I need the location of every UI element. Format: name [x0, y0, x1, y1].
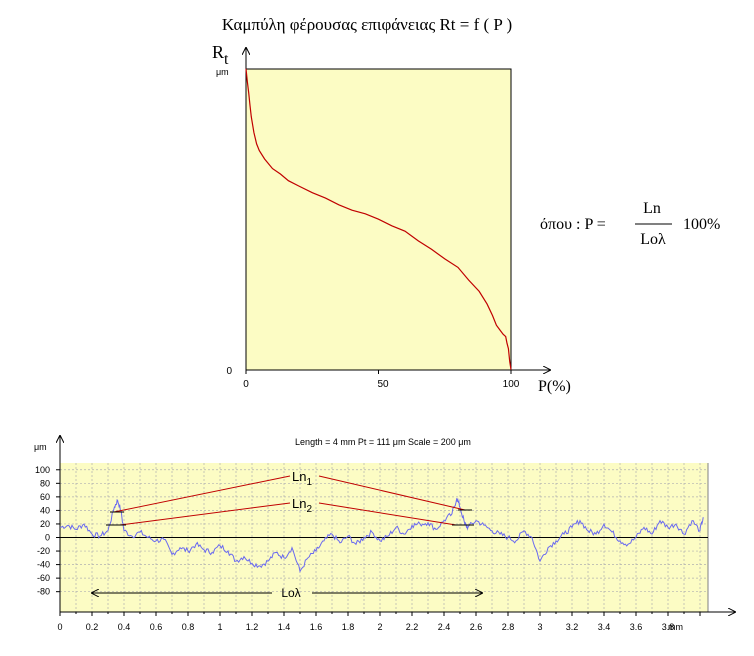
bearing-y-unit: μm	[216, 67, 229, 77]
profile-x-tick-label: 0.2	[86, 622, 99, 632]
profile-x-unit: mm	[668, 622, 683, 632]
profile-x-tick-label: 3.4	[598, 622, 611, 632]
formula-suffix: 100%	[683, 216, 720, 233]
profile-y-tick-label: -40	[37, 560, 50, 570]
profile-x-tick-label: 2.8	[502, 622, 515, 632]
profile-y-tick-label: -80	[37, 587, 50, 597]
profile-x-tick-label: 1.6	[310, 622, 323, 632]
profile-x-tick-label: 2	[377, 622, 382, 632]
profile-x-tick-label: 0	[57, 622, 62, 632]
profile-x-tick-label: 3.6	[630, 622, 643, 632]
profile-y-tick-label: 60	[40, 492, 50, 502]
ln2-label: Ln2	[292, 496, 312, 515]
profile-x-tick-label: 3.8	[662, 622, 675, 632]
profile-x-tick-label: 3	[537, 622, 542, 632]
bearing-y-label: Rt	[212, 42, 229, 68]
profile-x-ticks: 0 0.2 0.4 0.6 0.8 1 1.2 1.4 1.6 1.8 2 2.2 2.4 2.6 2.8 3…	[57, 612, 701, 632]
bearing-x-label: P(%)	[538, 378, 571, 395]
ln-annotation-lines	[106, 475, 474, 526]
profile-x-tick-label: 2.4	[438, 622, 451, 632]
profile-x-tick-label: 2.6	[470, 622, 483, 632]
profile-y-tick-label: -60	[37, 573, 50, 583]
lo-lambda-label: Loλ	[281, 586, 300, 600]
profile-x-tick-label: 1.8	[342, 622, 355, 632]
profile-x-tick-label: 0.4	[118, 622, 131, 632]
bearing-x-tick-0: 0	[243, 379, 249, 390]
bearing-y-tick-0: 0	[226, 366, 232, 377]
ln1-label: Ln1	[292, 469, 312, 488]
profile-y-tick-label: 100	[35, 465, 50, 475]
profile-y-tick-label: 80	[40, 478, 50, 488]
profile-x-tick-label: 2.2	[406, 622, 419, 632]
profile-x-tick-label: 1.4	[278, 622, 291, 632]
formula-prefix: όπου : P =	[540, 216, 606, 233]
profile-y-ticks: 100 80 60 40 20 0 -20 -40 -60 -80	[35, 465, 60, 597]
profile-x-tick-label: 0.8	[182, 622, 195, 632]
bearing-curve-line	[245, 68, 512, 370]
profile-y-tick-label: 0	[45, 533, 50, 543]
profile-x-tick-label: 1	[217, 622, 222, 632]
profile-y-tick-label: 20	[40, 519, 50, 529]
profile-y-tick-label: -20	[37, 546, 50, 556]
profile-x-tick-label: 0.6	[150, 622, 163, 632]
profile-chart-title: Length = 4 mm Pt = 111 μm Scale = 200 μm	[295, 437, 471, 447]
bearing-x-tick-50: 50	[377, 379, 389, 390]
profile-y-unit: μm	[34, 442, 47, 452]
profile-y-tick-label: 40	[40, 505, 50, 515]
profile-x-tick-label: 3.2	[566, 622, 579, 632]
profile-x-tick-label: 1.2	[246, 622, 259, 632]
formula-numerator: Ln	[643, 200, 661, 217]
bearing-x-tick-100: 100	[503, 379, 520, 390]
formula-denominator: Loλ	[640, 231, 666, 248]
bearing-chart-title: Καμπύλη φέρουσας επιφάνειας Rt = f ( P )	[222, 15, 512, 34]
profile-curve-line	[59, 498, 704, 573]
